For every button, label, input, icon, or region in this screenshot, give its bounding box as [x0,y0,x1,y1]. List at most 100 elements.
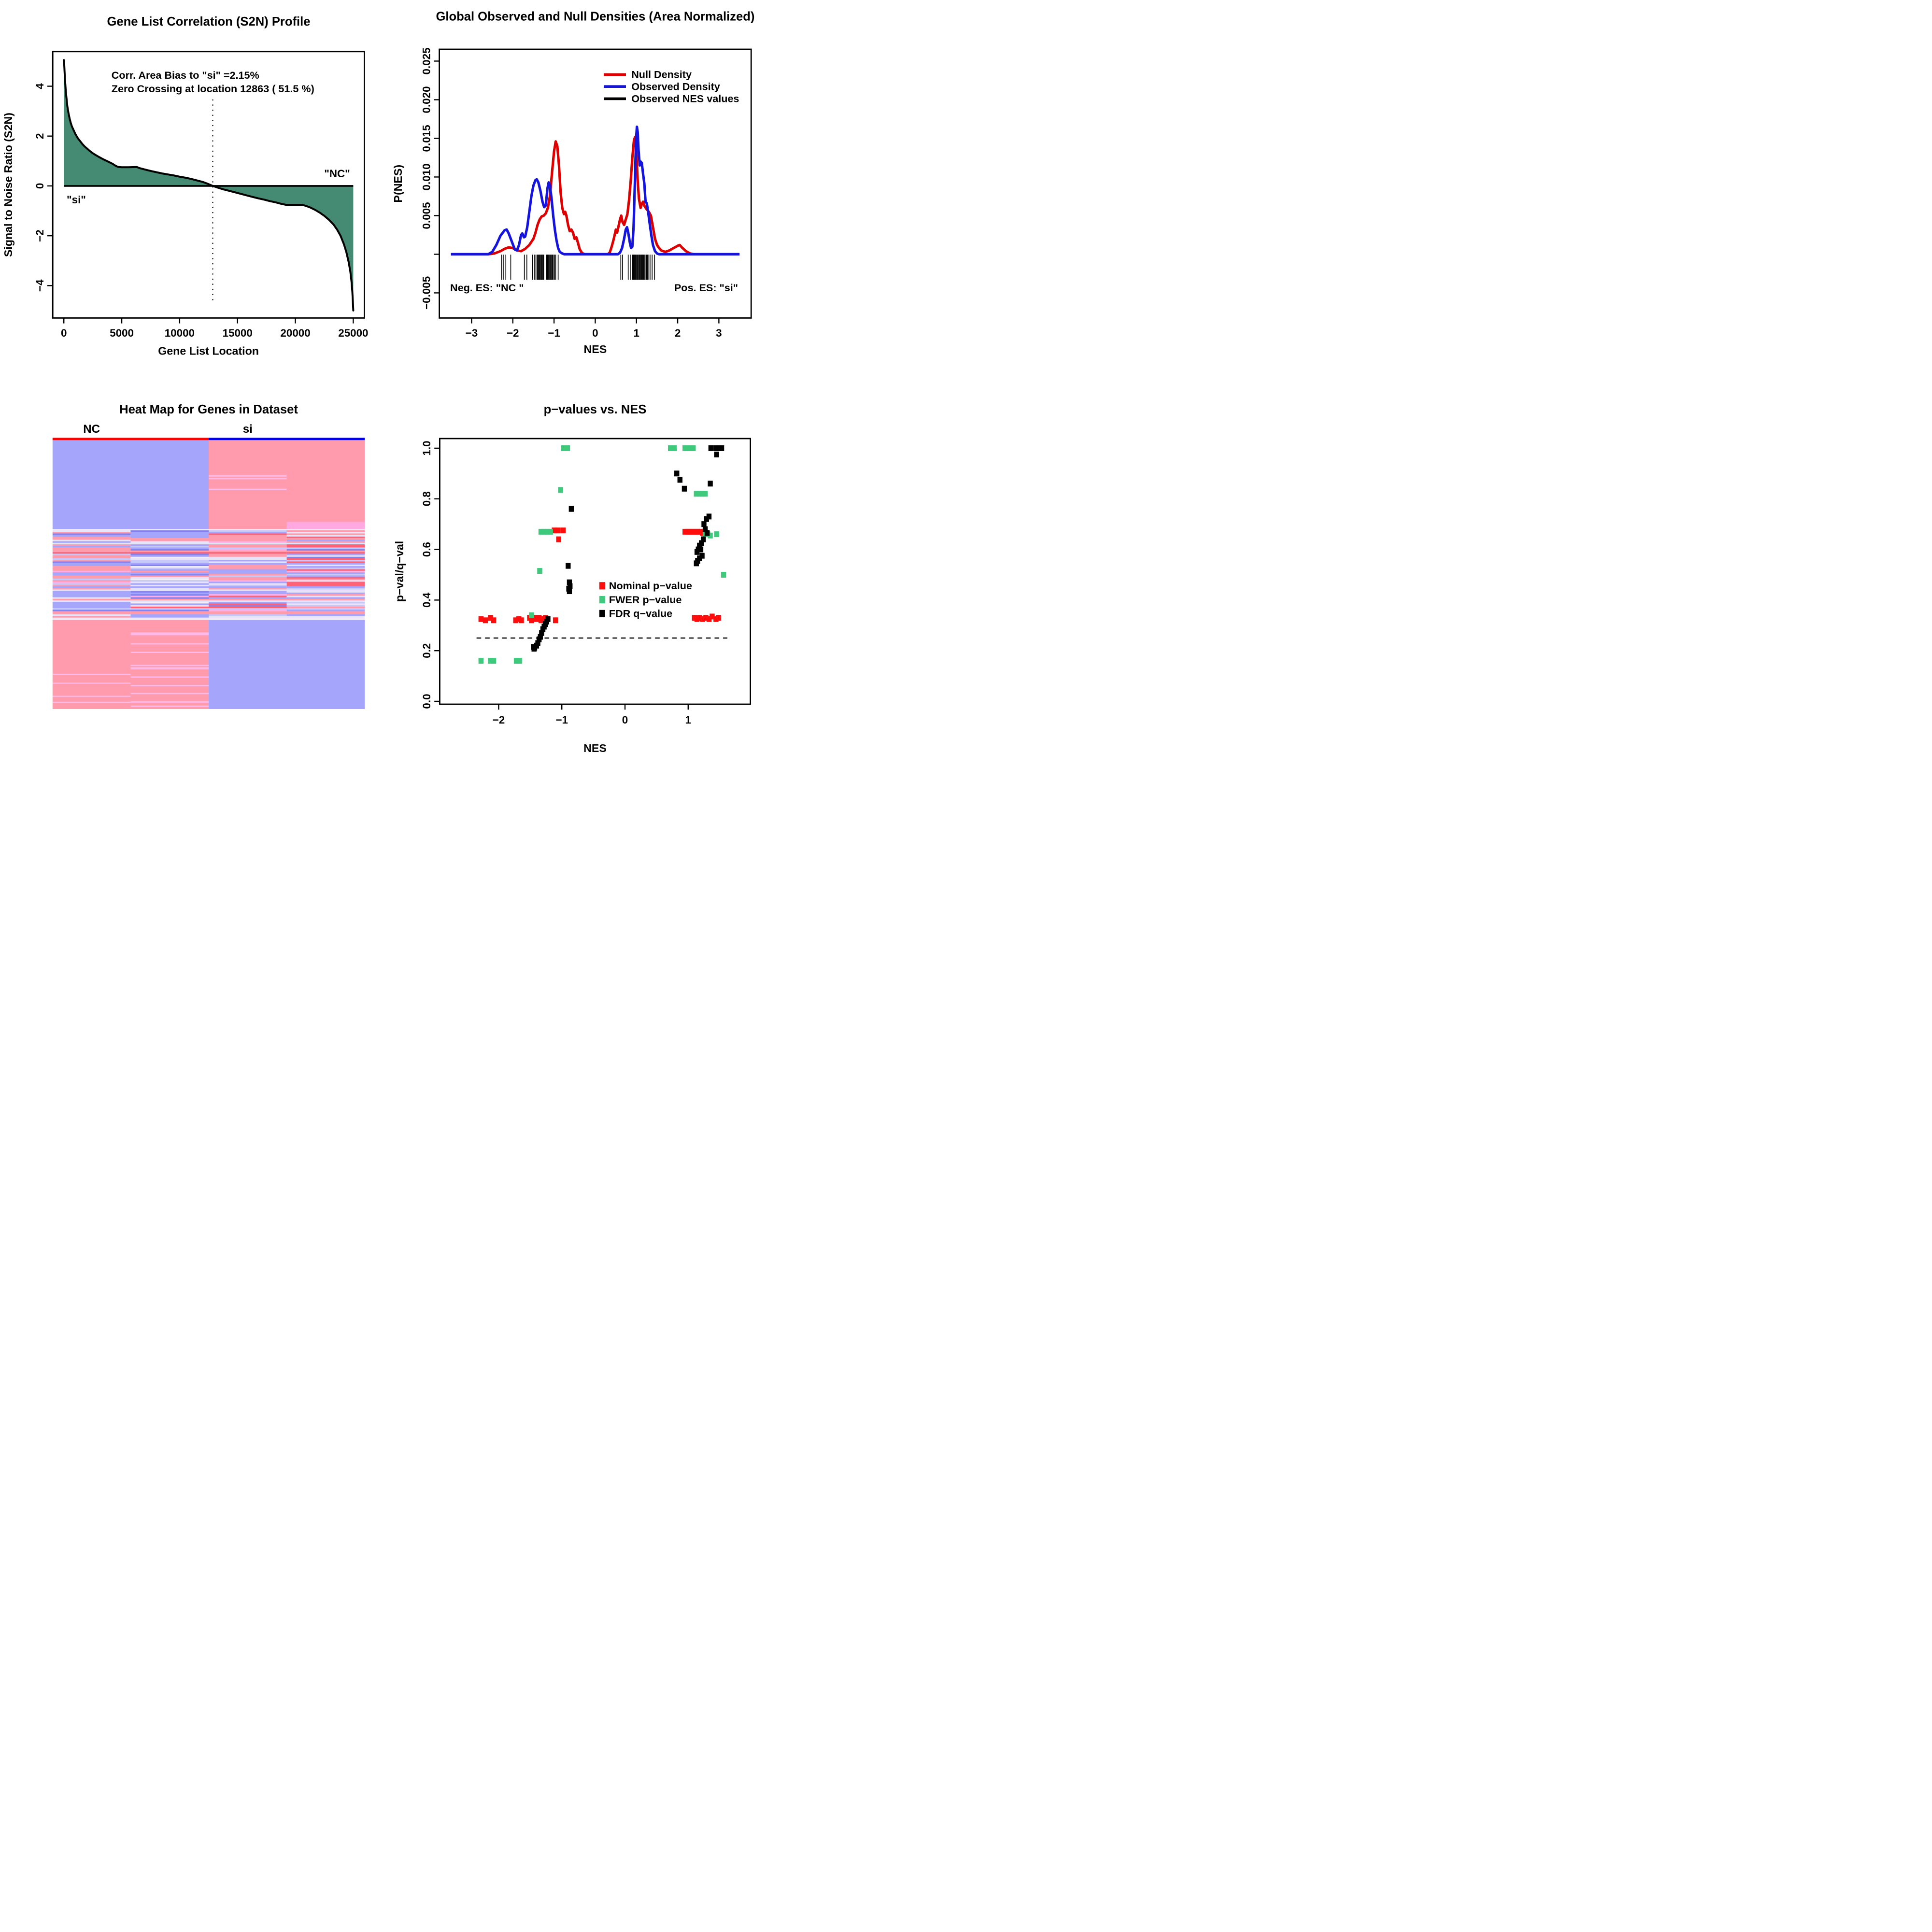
heatmap-noise-cell [130,605,209,607]
heatmap-noise-cell [209,582,287,583]
heatmap-noise-cell [52,561,131,563]
nominal-p-value-point [552,527,557,534]
nominal-p-value-point [703,615,709,621]
pvalues-title: p−values vs. NES [544,403,647,416]
fdr-q-value-point [568,506,574,512]
s2n-nc-label: "NC" [324,168,350,180]
heatmap-noise-cell [286,558,365,560]
heatmap-noise-cell [286,538,365,540]
heatmap-noise-cell [286,536,365,539]
fwer-p-value-point [541,528,547,535]
heatmap-noise-cell [130,533,209,535]
fwer-p-value-point [537,568,542,574]
heatmap-noise-cell [286,568,365,569]
heatmap-noise-cell [52,578,131,581]
heatmap-noise-cell [209,606,287,609]
blockC-si [209,620,365,709]
heatmap-noise-cell [209,564,287,567]
densities-x-tick-label: 3 [716,327,722,339]
heatmap-noise-cell [209,611,287,613]
heatmap-noise-cell [286,583,365,585]
heatmap-noise-cell [130,532,209,534]
heatmap-noise-cell [286,612,365,615]
heatmap-noise-cell [52,546,131,548]
blockC-stripe [130,652,209,653]
densities-x-tick-label: 2 [675,327,681,339]
s2n-x-tick-label: 20000 [280,327,310,339]
blockA-si [209,440,365,529]
heatmap-noise-cell [52,577,131,579]
nominal-p-value-point [543,615,548,621]
heatmap-noise-cell [286,570,365,573]
blockA-stripe [209,475,287,477]
heatmap-noise-cell [209,533,287,535]
heatmap-noise-cell [130,538,209,540]
heatmap-noise-cell [286,584,365,587]
fwer-p-value-point [714,531,719,538]
heatmap-noise-cell [130,564,209,567]
densities-x-tick-label: 0 [592,327,598,339]
legend-label: Null Density [631,69,692,81]
pvalues-x-tick-label: −1 [555,714,568,726]
fwer-p-value-point [565,445,570,451]
heatmap-noise-cell [130,603,209,605]
heatmap-noise-cell [52,533,131,535]
heatmap-noise-cell [209,600,287,602]
densities-title: Global Observed and Null Densities (Area… [436,10,754,23]
heatmap-noise-cell [286,541,365,543]
heatmap-noise-cell [286,564,365,567]
panel-pvalues-vs-nes: −2 −1 0 1 0.0 0.2 0.4 0.6 0.8 1.0 p−values vs. NES… [393,403,751,754]
heatmap-noise-cell [286,578,365,581]
heatmap-noise-cell [52,610,131,611]
panel-heatmap: Heat Map for Genes in Dataset NC si [52,403,365,709]
heatmap-noise-cell [209,541,287,543]
heatmap-noise-cell [286,560,365,562]
heatmap-noise-cell [209,591,287,593]
heatmap-noise-cell [130,572,209,574]
heatmap-noise-cell [286,608,365,610]
heatmap-noise-cell [209,608,287,610]
heatmap-noise-cell [286,611,365,613]
heatmap-noise-cell [209,584,287,587]
heatmap-noise-cell [130,602,209,604]
densities-y-tick-label: 0.005 [420,202,432,229]
nominal-p-value-point [695,528,700,535]
nominal-p-value-point [700,616,706,622]
heatmap-noise-cell [52,596,131,597]
heatmap-noise-cell [286,594,365,596]
heatmap-noise-cell [52,542,131,545]
nominal-p-value-point [491,617,497,624]
heatmap-noise-cell [209,568,287,569]
heatmap-noise-cell [130,540,209,541]
heatmap-noise-cell [286,550,365,553]
s2n-curve [63,59,355,312]
heatmap-noise-cell [209,549,287,551]
heatmap-noise-cell [286,603,365,605]
fwer-p-value-point [548,528,553,535]
heatmap-noise-cell [286,533,365,535]
heatmap-noise-cell [209,583,287,585]
heatmap-noise-cell [130,544,209,546]
heatmap-noise-cell [209,580,287,582]
fwer-p-value-point [671,445,677,451]
fdr-q-value-point [677,477,682,483]
fdr-q-value-point [708,445,714,451]
blockC-stripe [52,682,131,684]
heatmap-noise-cell [130,530,209,532]
heatmap-group-label-si: si [243,423,253,436]
heatmap-noise-cell [209,544,287,546]
legend-label: Nominal p−value [609,580,692,592]
heatmap-noise-cell [130,535,209,537]
heatmap-noise-cell [209,597,287,599]
heatmap-noise-cell [52,572,131,574]
fwer-p-value-point [682,445,688,451]
heatmap-noise-cell [209,555,287,557]
pos-es-label: Pos. ES: "si" [674,282,738,294]
heatmap-noise-cell [286,586,365,588]
heatmap-noise-cell [52,580,131,582]
heatmap-noise-cell [52,556,131,559]
heatmap-noise-cell [286,561,365,563]
s2n-si-label: "si" [67,194,86,206]
heatmap-noise-cell [52,569,131,571]
heatmap-noise-cell [286,605,365,607]
